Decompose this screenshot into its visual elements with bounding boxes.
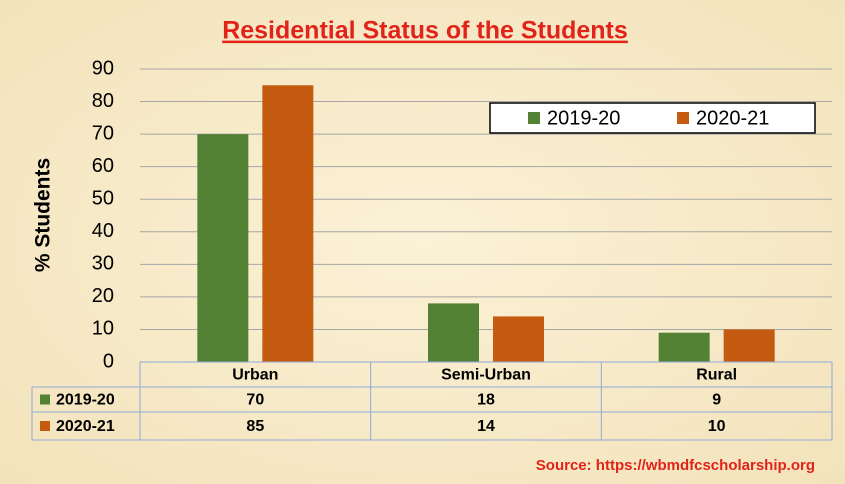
table-value: 18 (477, 392, 495, 409)
y-tick-label: 80 (92, 90, 114, 112)
y-tick-label: 60 (92, 155, 114, 177)
chart-title: Residential Status of the Students (222, 17, 628, 45)
bar (197, 134, 249, 362)
y-tick-label: 20 (92, 285, 114, 307)
table-legend-key (40, 394, 50, 405)
x-tick-label: Urban (232, 367, 278, 384)
y-axis-label: % Students (32, 158, 55, 272)
legend-box (489, 102, 816, 134)
y-tick-label: 0 (103, 350, 114, 372)
table-value: 70 (246, 392, 264, 409)
table-row-label: 2019-20 (56, 392, 115, 409)
legend-label: 2019-20 (547, 107, 620, 129)
y-tick-label: 70 (92, 122, 114, 144)
table-legend-key (40, 421, 50, 431)
legend-label: 2020-21 (696, 107, 769, 129)
source: Source: https://wbmdfcscholarship.org (536, 457, 815, 474)
y-tick-label: 40 (92, 220, 114, 242)
x-tick-label: Semi-Urban (441, 367, 531, 384)
y-tick-label: 90 (92, 57, 114, 79)
table-value: 14 (477, 418, 495, 435)
bar (658, 332, 710, 362)
bar (428, 303, 479, 362)
y-tick-label: 30 (92, 253, 114, 275)
table-row-label: 2020-21 (56, 418, 115, 435)
bar (723, 329, 775, 362)
bar (493, 316, 544, 362)
legend-swatch (528, 112, 540, 124)
table-value: 10 (708, 418, 726, 435)
x-tick-label: Rural (696, 367, 737, 384)
bar (262, 85, 314, 363)
y-tick-label: 10 (92, 318, 114, 340)
legend-swatch (677, 112, 689, 124)
table-value: 85 (246, 418, 264, 435)
y-tick-label: 50 (92, 188, 114, 210)
table-value: 9 (712, 392, 721, 409)
